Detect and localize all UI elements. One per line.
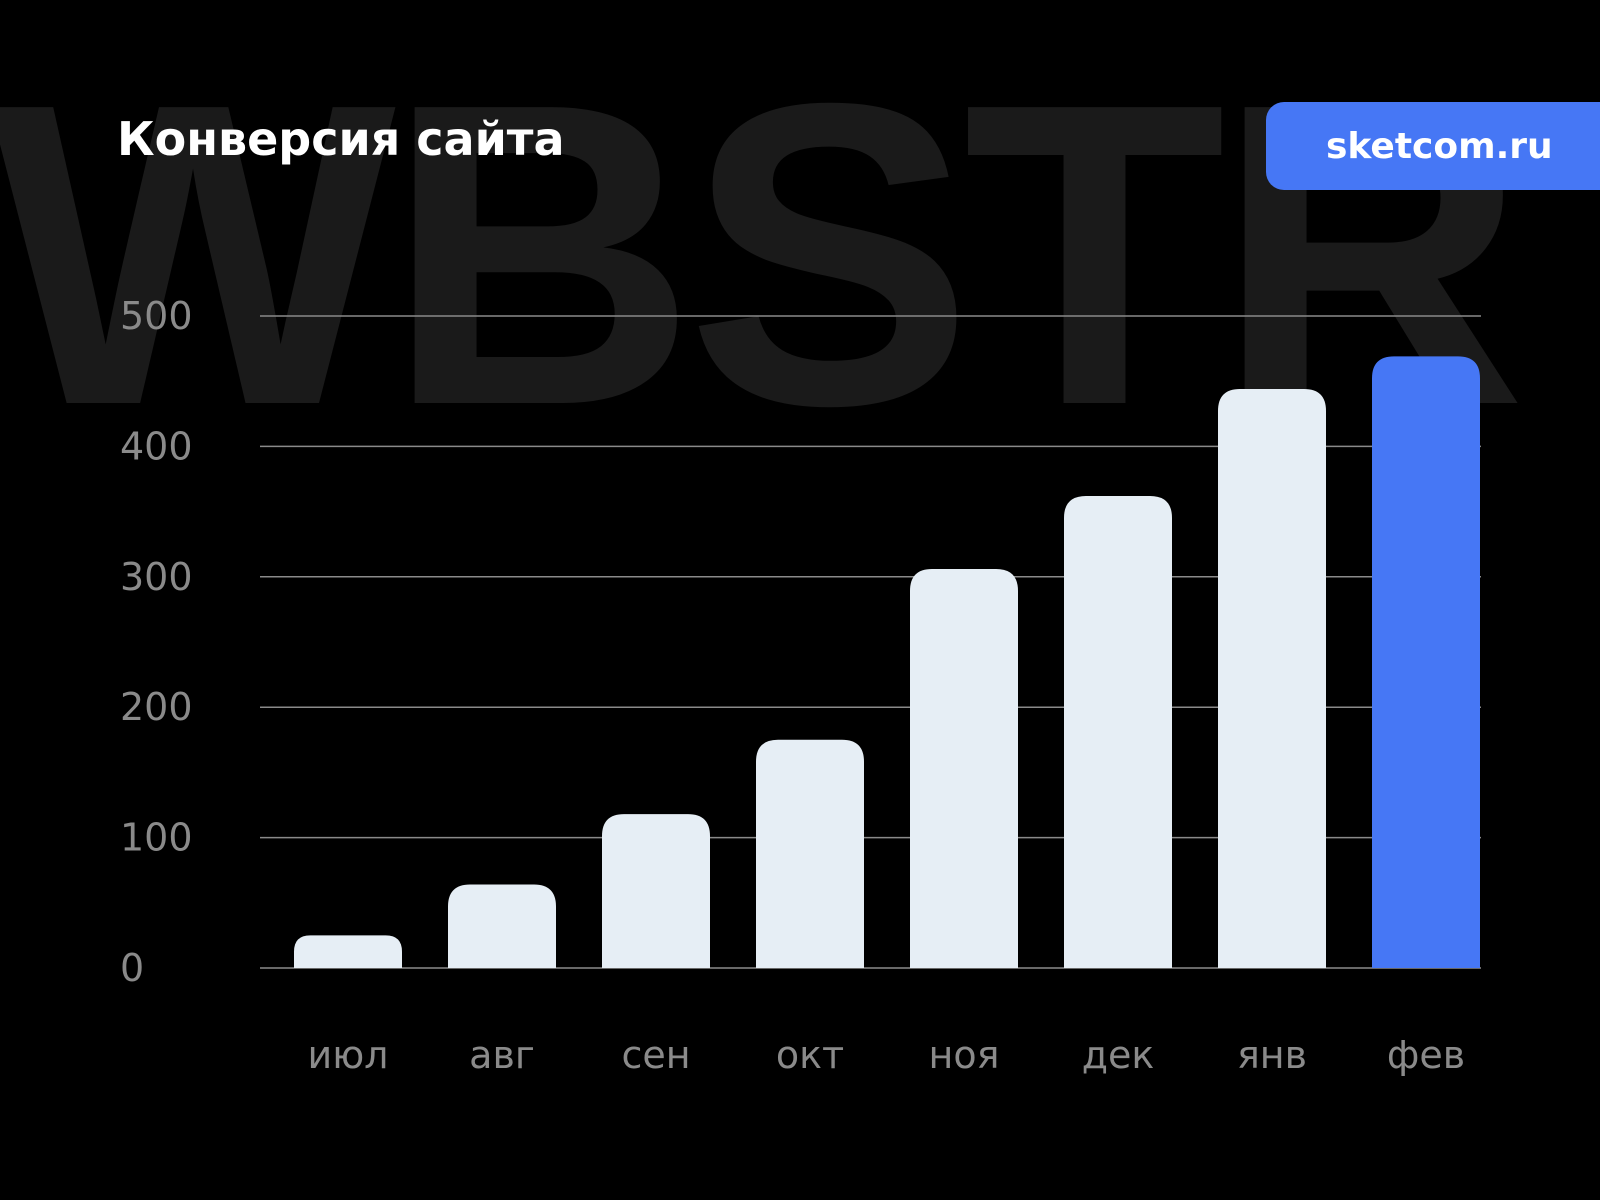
x-tick-label: авг: [469, 1033, 535, 1077]
x-tick-label: окт: [776, 1033, 844, 1077]
site-badge[interactable]: sketcom.ru: [1266, 102, 1600, 190]
y-tick-label: 0: [120, 946, 144, 990]
bar-фев: [1372, 356, 1480, 968]
y-tick-label: 300: [120, 555, 193, 599]
site-badge-label: sketcom.ru: [1326, 125, 1553, 167]
y-tick-label: 200: [120, 685, 193, 729]
bar-июл: [294, 935, 402, 968]
x-tick-label: ноя: [929, 1033, 1000, 1077]
y-tick-label: 400: [120, 424, 193, 468]
bar-дек: [1064, 495, 1172, 968]
x-tick-label: дек: [1082, 1033, 1155, 1077]
bar-окт: [756, 739, 864, 968]
y-tick-label: 100: [120, 816, 193, 860]
bar-ноя: [910, 568, 1018, 968]
bar-сен: [602, 814, 710, 968]
bar-янв: [1218, 389, 1326, 968]
x-tick-label: сен: [621, 1033, 690, 1077]
x-tick-label: фев: [1387, 1033, 1465, 1077]
y-tick-label: 500: [120, 294, 193, 338]
x-tick-label: июл: [308, 1033, 389, 1077]
chart-title: Конверсия сайта: [117, 112, 565, 166]
bar-авг: [448, 884, 556, 968]
x-tick-label: янв: [1237, 1033, 1307, 1077]
